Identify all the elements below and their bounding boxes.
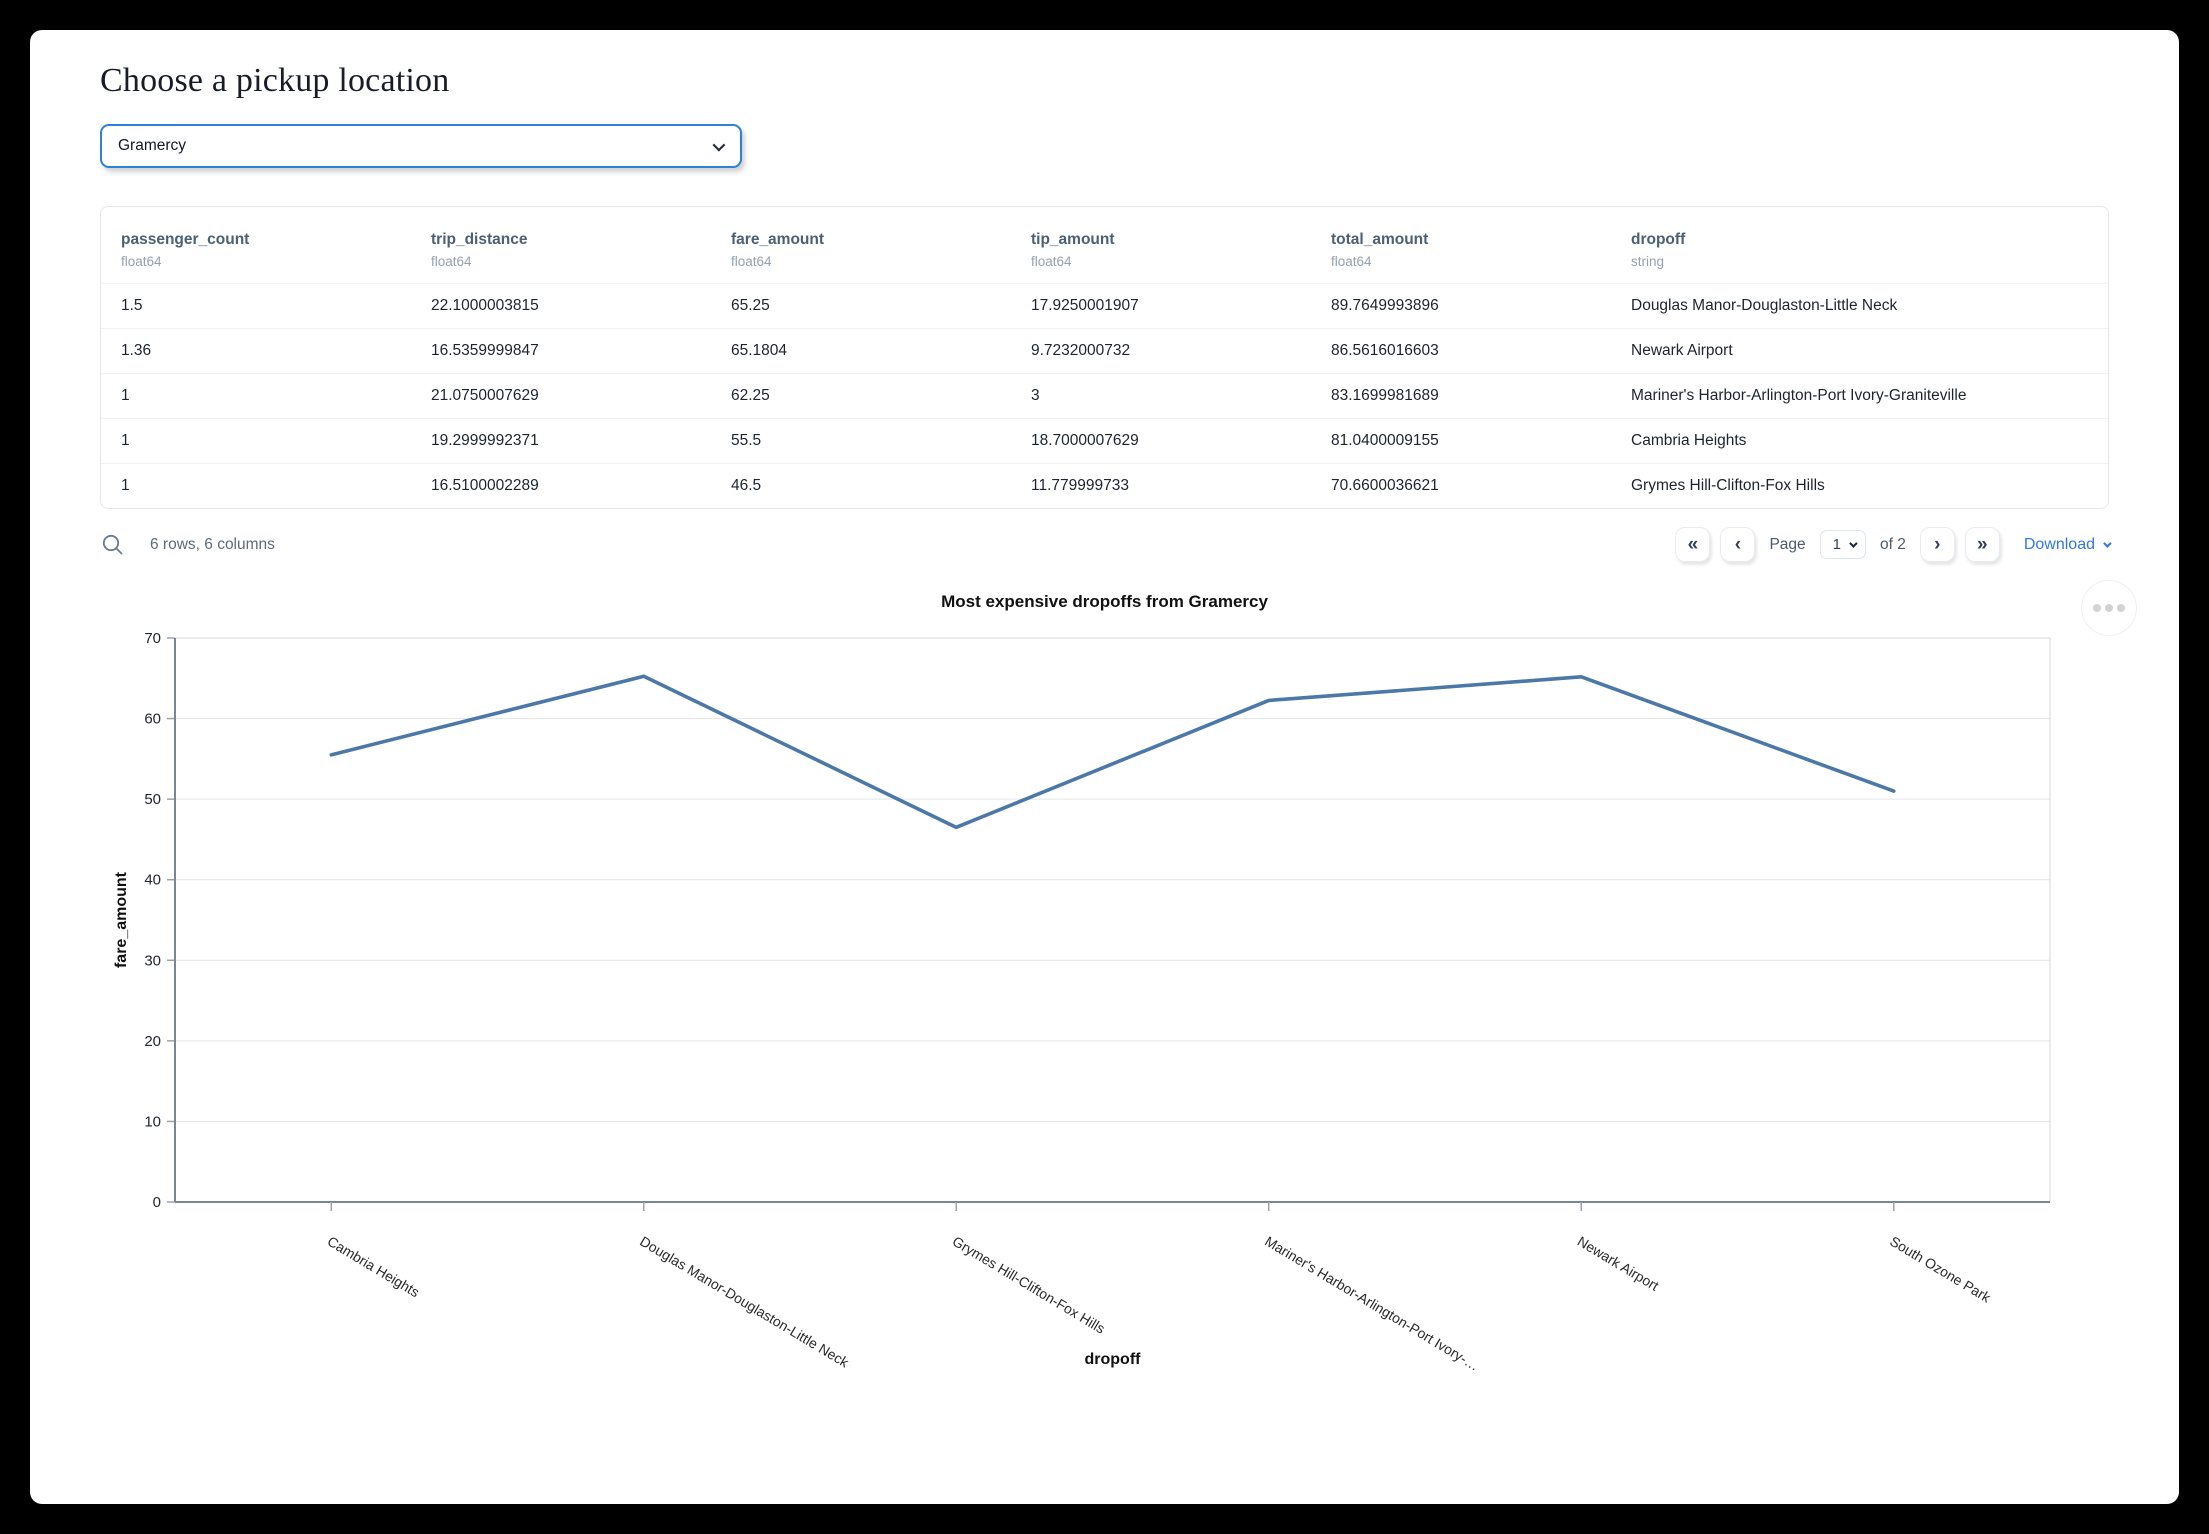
column-header-total_amount[interactable]: total_amount float64 [1331,231,1429,269]
table-cell: 21.0750007629 [411,373,711,419]
table-cell: 65.1804 [711,328,1011,374]
prev-page-button[interactable]: ‹ [1720,527,1756,562]
ellipsis-icon [2093,604,2101,612]
table-cell: 1 [101,418,411,464]
download-link[interactable]: Download [2023,535,2112,554]
table-cell: 1 [101,463,411,508]
row-column-summary: 6 rows, 6 columns [150,535,275,553]
ellipsis-icon [2117,604,2125,612]
table-footer: 6 rows, 6 columns « ‹ Page 1 of 2 › » Do… [100,527,2112,562]
table-cell: 1.5 [101,283,411,329]
table-cell: 1.36 [101,328,411,374]
column-header-fare_amount[interactable]: fare_amount float64 [731,231,825,269]
y-tick-label: 70 [144,630,161,647]
table-cell: Douglas Manor-Douglaston-Little Neck [1611,283,2108,329]
table-cell: 3 [1011,373,1311,419]
table-cell: 18.7000007629 [1011,418,1311,464]
table-cell: 70.6600036621 [1311,463,1611,508]
chevron-down-icon [712,138,726,151]
table-cell: 9.7232000732 [1011,328,1311,374]
table-cell: Mariner's Harbor-Arlington-Port Ivory-Gr… [1611,373,2108,419]
y-tick-label: 60 [144,711,161,728]
column-header-trip_distance[interactable]: trip_distance float64 [431,231,528,269]
table-cell: 55.5 [711,418,1011,464]
table-row[interactable]: 1 19.2999992371 55.5 18.7000007629 81.040000… [101,418,2108,464]
table-cell: 83.1699981689 [1311,373,1611,419]
table-row[interactable]: 1.36 16.5359999847 65.1804 9.7232000732 86.5… [101,328,2108,374]
y-tick-label: 0 [153,1194,161,1211]
column-header-passenger_count[interactable]: passenger_count float64 [121,231,250,269]
x-tick-label: South Ozone Park [1887,1233,1994,1306]
page-number-value: 1 [1832,536,1841,553]
x-tick-label: Douglas Manor-Douglaston-Little Neck [637,1233,852,1371]
search-icon[interactable] [100,532,126,558]
table-row[interactable]: 1 21.0750007629 62.25 3 83.1699981689 Mariner… [101,373,2108,419]
pickup-location-value: Gramercy [118,137,187,154]
y-axis-title: fare_amount [113,871,130,968]
data-table: passenger_count float64 trip_distance fl… [101,207,2108,508]
next-page-button[interactable]: › [1919,527,1955,562]
chart-menu-button[interactable] [2081,580,2137,636]
chevron-down-icon [2103,538,2112,548]
table-cell: 81.0400009155 [1311,418,1611,464]
page-count-label: of 2 [1879,535,1906,553]
table-cell: 62.25 [711,373,1011,419]
x-tick-label: Newark Airport [1575,1233,1662,1294]
table-cell: 46.5 [711,463,1011,508]
last-page-button[interactable]: » [1964,527,2000,562]
table-row[interactable]: 1 16.5100002289 46.5 11.779999733 70.6600036… [101,463,2108,508]
column-header-dropoff[interactable]: dropoff string [1631,231,1686,269]
fare-line [329,674,1896,830]
y-tick-label: 50 [144,791,161,808]
y-tick-label: 30 [144,952,161,969]
app-card: Choose a pickup location Gramercy passen… [30,30,2179,1504]
x-tick-label: Grymes Hill-Clifton-Fox Hills [950,1233,1108,1337]
table-cell: 16.5100002289 [411,463,711,508]
table-cell: 16.5359999847 [411,328,711,374]
table-cell: 89.7649993896 [1311,283,1611,329]
y-tick-label: 20 [144,1033,161,1050]
table-cell: 22.1000003815 [411,283,711,329]
y-tick-label: 10 [144,1113,161,1130]
table-row[interactable]: 1.5 22.1000003815 65.25 17.9250001907 89.764… [101,283,2108,329]
ellipsis-icon [2105,604,2113,612]
table-header-row: passenger_count float64 trip_distance fl… [101,207,2108,284]
table-cell: 11.779999733 [1011,463,1311,508]
y-tick-label: 40 [144,872,161,889]
page-title: Choose a pickup location [100,62,450,99]
x-axis-title: dropoff [1085,1351,1142,1368]
first-page-button[interactable]: « [1675,527,1711,562]
table-cell: Cambria Heights [1611,418,2108,464]
table-cell: 19.2999992371 [411,418,711,464]
page-number-select[interactable]: 1 [1819,530,1866,559]
table-cell: 86.5616016603 [1311,328,1611,374]
chevron-down-icon [1849,538,1858,548]
chart-section: Most expensive dropoffs from Gramercy 0 1… [100,580,2137,1382]
download-label: Download [2023,535,2095,553]
x-tick-label: Mariner's Harbor-Arlington-Port Ivory-… [1262,1233,1482,1374]
table-cell: Newark Airport [1611,328,2108,374]
table-cell: 65.25 [711,283,1011,329]
table-cell: 1 [101,373,411,419]
pickup-location-select[interactable]: Gramercy [100,124,742,168]
page-label: Page [1769,535,1806,553]
column-header-tip_amount[interactable]: tip_amount float64 [1031,231,1115,269]
x-tick-label: Cambria Heights [325,1233,423,1300]
table-cell: Grymes Hill-Clifton-Fox Hills [1611,463,2108,508]
line-chart[interactable]: 0 10 20 30 40 50 60 70 Cambria Heights Douglas Ma… [100,622,2109,1382]
chart-title: Most expensive dropoffs from Gramercy [941,592,1268,611]
table-cell: 17.9250001907 [1011,283,1311,329]
data-table-card: passenger_count float64 trip_distance fl… [100,206,2109,509]
table-body: 1.5 22.1000003815 65.25 17.9250001907 89.764… [101,283,2108,508]
